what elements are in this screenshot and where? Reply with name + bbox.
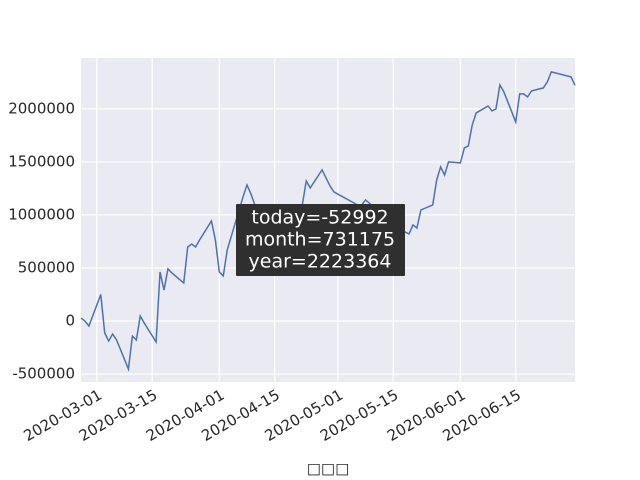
y-tick-label: 1500000 [8, 152, 75, 170]
y-tick-label: 500000 [18, 258, 75, 276]
annotation-box [236, 204, 405, 276]
y-tick-label: 1000000 [8, 205, 75, 223]
x-axis-label: □□□ [307, 460, 350, 478]
y-tick-label: 2000000 [8, 99, 75, 117]
y-tick-label: 0 [65, 312, 75, 330]
annotation-text: month=731175 [245, 229, 395, 251]
annotation-text: today=-52992 [251, 207, 388, 229]
y-tick-label: -500000 [12, 365, 75, 383]
annotation-text: year=2223364 [249, 251, 392, 273]
data-line [80, 71, 576, 373]
